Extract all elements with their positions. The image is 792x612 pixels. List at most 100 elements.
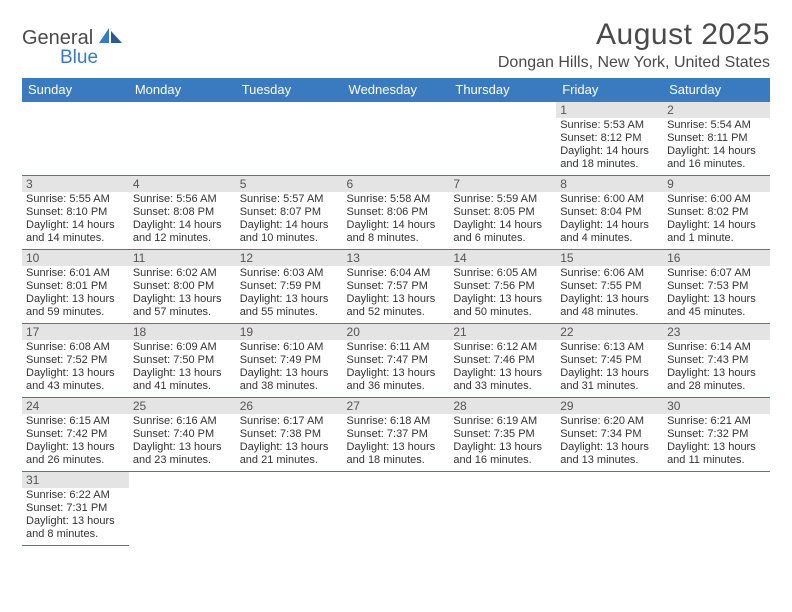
calendar-day-cell: 21Sunrise: 6:12 AMSunset: 7:46 PMDayligh… bbox=[449, 324, 556, 398]
day-detail: Sunrise: 6:12 AMSunset: 7:46 PMDaylight:… bbox=[449, 340, 556, 395]
calendar-day-cell: 28Sunrise: 6:19 AMSunset: 7:35 PMDayligh… bbox=[449, 398, 556, 472]
day-line: Sunset: 7:35 PM bbox=[453, 428, 552, 441]
day-line: and 18 minutes. bbox=[347, 454, 446, 467]
day-line: Sunrise: 5:57 AM bbox=[240, 193, 339, 206]
day-line: and 41 minutes. bbox=[133, 380, 232, 393]
day-line: Daylight: 13 hours bbox=[26, 515, 125, 528]
weekday-header: Friday bbox=[556, 78, 663, 102]
day-line: Sunrise: 5:59 AM bbox=[453, 193, 552, 206]
day-number: 1 bbox=[556, 102, 663, 118]
day-number: 18 bbox=[129, 324, 236, 340]
day-line: Daylight: 14 hours bbox=[453, 219, 552, 232]
calendar-day-cell: 26Sunrise: 6:17 AMSunset: 7:38 PMDayligh… bbox=[236, 398, 343, 472]
day-line: Sunrise: 6:13 AM bbox=[560, 341, 659, 354]
calendar-day-cell: 30Sunrise: 6:21 AMSunset: 7:32 PMDayligh… bbox=[663, 398, 770, 472]
day-line: Sunset: 7:37 PM bbox=[347, 428, 446, 441]
day-line: and 10 minutes. bbox=[240, 232, 339, 245]
day-line: and 1 minute. bbox=[667, 232, 766, 245]
day-line: Sunrise: 6:18 AM bbox=[347, 415, 446, 428]
day-line: Daylight: 14 hours bbox=[26, 219, 125, 232]
calendar-day-cell: 4Sunrise: 5:56 AMSunset: 8:08 PMDaylight… bbox=[129, 176, 236, 250]
day-line: Daylight: 13 hours bbox=[26, 367, 125, 380]
day-line: Sunset: 7:52 PM bbox=[26, 354, 125, 367]
day-line: Daylight: 13 hours bbox=[26, 441, 125, 454]
day-line: Sunset: 8:08 PM bbox=[133, 206, 232, 219]
day-line: Daylight: 13 hours bbox=[347, 367, 446, 380]
day-detail: Sunrise: 5:54 AMSunset: 8:11 PMDaylight:… bbox=[663, 118, 770, 173]
day-line: Sunrise: 5:53 AM bbox=[560, 119, 659, 132]
day-number: 12 bbox=[236, 250, 343, 266]
day-line: and 48 minutes. bbox=[560, 306, 659, 319]
day-line: Daylight: 13 hours bbox=[560, 293, 659, 306]
day-line: Sunset: 7:47 PM bbox=[347, 354, 446, 367]
day-detail: Sunrise: 6:00 AMSunset: 8:02 PMDaylight:… bbox=[663, 192, 770, 247]
weekday-header: Saturday bbox=[663, 78, 770, 102]
day-detail: Sunrise: 6:06 AMSunset: 7:55 PMDaylight:… bbox=[556, 266, 663, 321]
day-line: Daylight: 14 hours bbox=[133, 219, 232, 232]
calendar-day-cell: 9Sunrise: 6:00 AMSunset: 8:02 PMDaylight… bbox=[663, 176, 770, 250]
day-line: and 28 minutes. bbox=[667, 380, 766, 393]
calendar-day-cell: 8Sunrise: 6:00 AMSunset: 8:04 PMDaylight… bbox=[556, 176, 663, 250]
day-detail: Sunrise: 5:56 AMSunset: 8:08 PMDaylight:… bbox=[129, 192, 236, 247]
day-detail: Sunrise: 6:18 AMSunset: 7:37 PMDaylight:… bbox=[343, 414, 450, 469]
day-line: and 38 minutes. bbox=[240, 380, 339, 393]
calendar-day-cell: 10Sunrise: 6:01 AMSunset: 8:01 PMDayligh… bbox=[22, 250, 129, 324]
day-detail: Sunrise: 6:11 AMSunset: 7:47 PMDaylight:… bbox=[343, 340, 450, 395]
day-line: Sunset: 7:42 PM bbox=[26, 428, 125, 441]
day-line: Sunset: 7:57 PM bbox=[347, 280, 446, 293]
day-number: 20 bbox=[343, 324, 450, 340]
day-line: Sunrise: 6:00 AM bbox=[560, 193, 659, 206]
calendar-day-cell bbox=[129, 472, 236, 546]
day-detail: Sunrise: 6:15 AMSunset: 7:42 PMDaylight:… bbox=[22, 414, 129, 469]
logo: General Blue bbox=[22, 18, 124, 69]
day-number: 19 bbox=[236, 324, 343, 340]
calendar-day-cell bbox=[22, 102, 129, 176]
day-line: Sunset: 7:59 PM bbox=[240, 280, 339, 293]
day-line: Daylight: 13 hours bbox=[347, 293, 446, 306]
day-line: Daylight: 13 hours bbox=[133, 367, 232, 380]
day-line: Sunrise: 6:00 AM bbox=[667, 193, 766, 206]
day-line: Sunset: 7:46 PM bbox=[453, 354, 552, 367]
day-line: Daylight: 13 hours bbox=[133, 293, 232, 306]
day-line: Daylight: 13 hours bbox=[667, 293, 766, 306]
day-line: Daylight: 13 hours bbox=[347, 441, 446, 454]
calendar-day-cell: 14Sunrise: 6:05 AMSunset: 7:56 PMDayligh… bbox=[449, 250, 556, 324]
day-line: and 12 minutes. bbox=[133, 232, 232, 245]
calendar-day-cell: 24Sunrise: 6:15 AMSunset: 7:42 PMDayligh… bbox=[22, 398, 129, 472]
day-number: 31 bbox=[22, 472, 129, 488]
calendar-week-row: 3Sunrise: 5:55 AMSunset: 8:10 PMDaylight… bbox=[22, 176, 770, 250]
logo-word1: General bbox=[22, 27, 93, 49]
day-line: Sunrise: 6:06 AM bbox=[560, 267, 659, 280]
day-line: Sunset: 7:38 PM bbox=[240, 428, 339, 441]
day-number: 15 bbox=[556, 250, 663, 266]
calendar-day-cell bbox=[343, 102, 450, 176]
day-line: and 55 minutes. bbox=[240, 306, 339, 319]
day-detail: Sunrise: 6:19 AMSunset: 7:35 PMDaylight:… bbox=[449, 414, 556, 469]
day-line: Sunset: 7:53 PM bbox=[667, 280, 766, 293]
day-detail: Sunrise: 6:20 AMSunset: 7:34 PMDaylight:… bbox=[556, 414, 663, 469]
day-line: Sunset: 7:32 PM bbox=[667, 428, 766, 441]
weekday-header: Thursday bbox=[449, 78, 556, 102]
day-number: 25 bbox=[129, 398, 236, 414]
day-line: Sunrise: 6:05 AM bbox=[453, 267, 552, 280]
day-line: Sunset: 8:11 PM bbox=[667, 132, 766, 145]
calendar-day-cell: 5Sunrise: 5:57 AMSunset: 8:07 PMDaylight… bbox=[236, 176, 343, 250]
day-line: and 33 minutes. bbox=[453, 380, 552, 393]
calendar-day-cell bbox=[236, 102, 343, 176]
day-number: 13 bbox=[343, 250, 450, 266]
day-number: 24 bbox=[22, 398, 129, 414]
calendar-day-cell bbox=[449, 102, 556, 176]
calendar-day-cell: 20Sunrise: 6:11 AMSunset: 7:47 PMDayligh… bbox=[343, 324, 450, 398]
day-line: Sunrise: 6:07 AM bbox=[667, 267, 766, 280]
day-line: and 13 minutes. bbox=[560, 454, 659, 467]
day-line: Daylight: 14 hours bbox=[667, 219, 766, 232]
day-number: 26 bbox=[236, 398, 343, 414]
day-line: Sunset: 7:34 PM bbox=[560, 428, 659, 441]
day-line: Sunrise: 6:03 AM bbox=[240, 267, 339, 280]
calendar-day-cell: 25Sunrise: 6:16 AMSunset: 7:40 PMDayligh… bbox=[129, 398, 236, 472]
day-line: and 26 minutes. bbox=[26, 454, 125, 467]
day-line: Daylight: 13 hours bbox=[240, 293, 339, 306]
day-number: 17 bbox=[22, 324, 129, 340]
day-line: Sunset: 8:10 PM bbox=[26, 206, 125, 219]
calendar-week-row: 24Sunrise: 6:15 AMSunset: 7:42 PMDayligh… bbox=[22, 398, 770, 472]
